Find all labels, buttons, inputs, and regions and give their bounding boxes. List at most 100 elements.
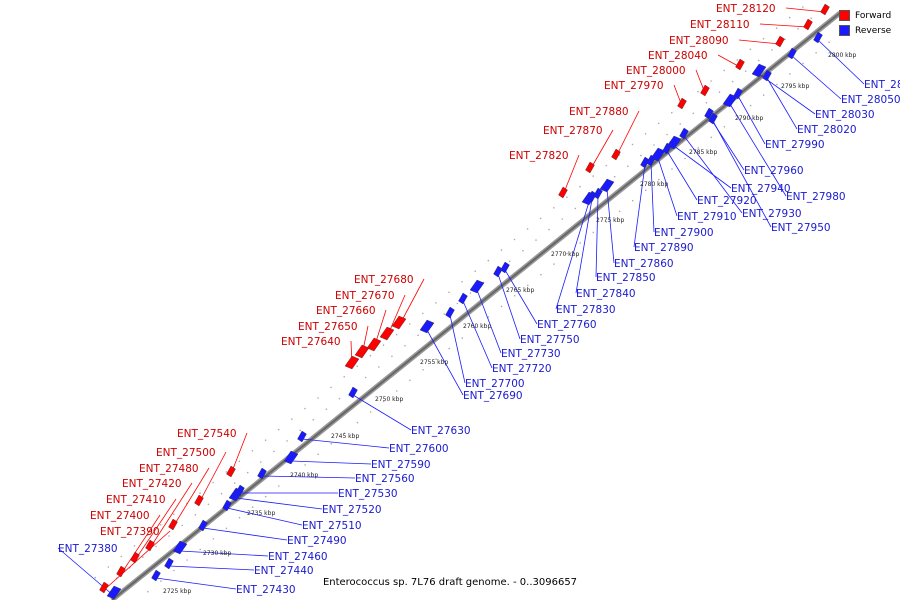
guide-dot-116 <box>173 569 175 572</box>
guide-dot-1 <box>107 566 110 568</box>
guide-dot-162 <box>776 83 778 86</box>
guide-dot-11 <box>238 460 241 463</box>
gene-labels-layer: ENT_27390 ENT_27400 ENT_27410 ENT_27420 ENT_… <box>58 3 900 596</box>
guide-dot-2 <box>120 555 123 558</box>
reverse-leader-13 <box>449 314 466 384</box>
guide-dot-165 <box>815 52 817 54</box>
reverse-gene-block-9 <box>283 450 299 465</box>
guide-dot-132 <box>382 400 385 403</box>
guide-dot-134 <box>409 379 411 382</box>
forward-gene-label-16: ENT_28000 <box>626 65 686 77</box>
reverse-gene-label-20: ENT_27850 <box>596 272 656 284</box>
guide-dot-149 <box>605 221 608 223</box>
forward-gene-label-3: ENT_27420 <box>122 478 182 490</box>
reverse-gene-block-28 <box>708 112 718 125</box>
guide-dot-145 <box>553 263 555 265</box>
scale-tick-7: 2760 kbp <box>463 323 491 330</box>
guide-dot-160 <box>749 104 752 107</box>
reverse-gene-label-11: ENT_27630 <box>411 425 471 437</box>
reverse-leader-34 <box>791 55 842 100</box>
scale-tick-2: 2735 kbp <box>247 510 275 517</box>
guide-dot-137 <box>448 347 451 350</box>
forward-leader-20 <box>785 7 826 13</box>
guide-dot-104 <box>731 80 734 83</box>
guide-dot-126 <box>304 464 306 466</box>
guide-dot-59 <box>142 556 144 558</box>
scale-tick-10: 2775 kbp <box>596 217 624 224</box>
guide-dot-17 <box>317 397 319 399</box>
guide-dot-32 <box>513 238 516 241</box>
scale-ticks-layer: 2725 kbp 2730 kbp 2735 kbp 2740 kbp 2745 kbp… <box>163 52 856 595</box>
reverse-leader-29 <box>708 115 745 171</box>
reverse-gene-block-29 <box>704 107 714 120</box>
reverse-gene-block-3 <box>172 540 188 555</box>
guide-dot-53 <box>788 16 791 19</box>
reverse-gene-label-35: ENT_28070 <box>864 79 900 91</box>
guide-dot-46 <box>697 90 699 93</box>
forward-gene-block-1 <box>116 565 126 578</box>
forward-leader-19 <box>759 23 809 28</box>
guide-dot-153 <box>658 178 660 181</box>
scale-tick-4: 2745 kbp <box>331 433 359 440</box>
guide-dot-98 <box>653 144 655 146</box>
guide-dot-14 <box>277 428 280 431</box>
guide-dot-144 <box>540 273 542 276</box>
reverse-leader-30 <box>729 103 787 197</box>
reverse-gene-label-17: ENT_27760 <box>537 319 597 331</box>
legend-forward: Forward <box>839 8 891 23</box>
reverse-gene-block-5 <box>222 499 232 512</box>
guide-dot-155 <box>684 157 686 160</box>
guide-dot-166 <box>828 41 830 43</box>
scale-tick-9: 2770 kbp <box>551 251 579 258</box>
guide-dot-9 <box>212 481 214 484</box>
reverse-leader-18 <box>555 201 590 310</box>
reverse-leader-27 <box>673 145 732 189</box>
guide-dot-67 <box>246 471 249 474</box>
forward-leader-12 <box>562 154 580 196</box>
guide-dot-105 <box>744 70 747 72</box>
guide-dot-140 <box>487 316 490 318</box>
reverse-gene-label-9: ENT_27590 <box>371 459 431 471</box>
guide-dot-125 <box>291 474 293 477</box>
reverse-leader-21 <box>606 188 615 264</box>
guide-dot-96 <box>627 165 629 167</box>
guide-dot-43 <box>657 122 660 125</box>
forward-gene-block-7 <box>344 355 360 370</box>
guide-dot-83 <box>456 302 459 305</box>
guide-dot-146 <box>566 252 568 255</box>
reverse-gene-block-34 <box>787 47 797 60</box>
reverse-gene-label-26: ENT_27930 <box>742 208 802 220</box>
guide-dot-6 <box>173 513 175 515</box>
guide-dot-79 <box>404 345 406 347</box>
reverse-gene-label-0: ENT_27380 <box>58 543 118 555</box>
reverse-gene-block-32 <box>762 69 772 82</box>
forward-gene-block-12 <box>558 186 568 199</box>
forward-gene-label-2: ENT_27410 <box>106 494 166 506</box>
reverse-gene-label-2: ENT_27440 <box>254 565 314 577</box>
legend-reverse-label: Reverse <box>855 25 892 36</box>
scale-tick-3: 2740 kbp <box>290 472 318 479</box>
guide-dot-118 <box>199 548 201 551</box>
reverse-gene-label-21: ENT_27860 <box>614 258 674 270</box>
reverse-gene-label-34: ENT_28050 <box>841 94 900 106</box>
guide-dot-64 <box>207 503 210 506</box>
guide-dot-74 <box>338 397 341 400</box>
guide-dot-26 <box>435 302 437 304</box>
scale-tick-14: 2795 kbp <box>781 83 809 90</box>
guide-dot-38 <box>592 175 594 177</box>
reverse-leader-14 <box>462 300 493 369</box>
forward-swatch <box>839 10 850 21</box>
guide-dot-69 <box>273 450 275 453</box>
reverse-leader-23 <box>650 162 655 233</box>
forward-gene-block-20 <box>820 3 830 16</box>
forward-gene-block-11 <box>391 315 407 330</box>
reverse-leader-16 <box>497 273 521 340</box>
reverse-gene-block-33 <box>751 63 767 78</box>
forward-gene-label-13: ENT_27870 <box>543 125 603 137</box>
guide-dot-120 <box>225 527 228 530</box>
guide-dot-50 <box>749 48 752 51</box>
legend-forward-label: Forward <box>855 10 892 21</box>
guide-dot-92 <box>574 207 577 210</box>
guide-dot-39 <box>605 164 608 167</box>
